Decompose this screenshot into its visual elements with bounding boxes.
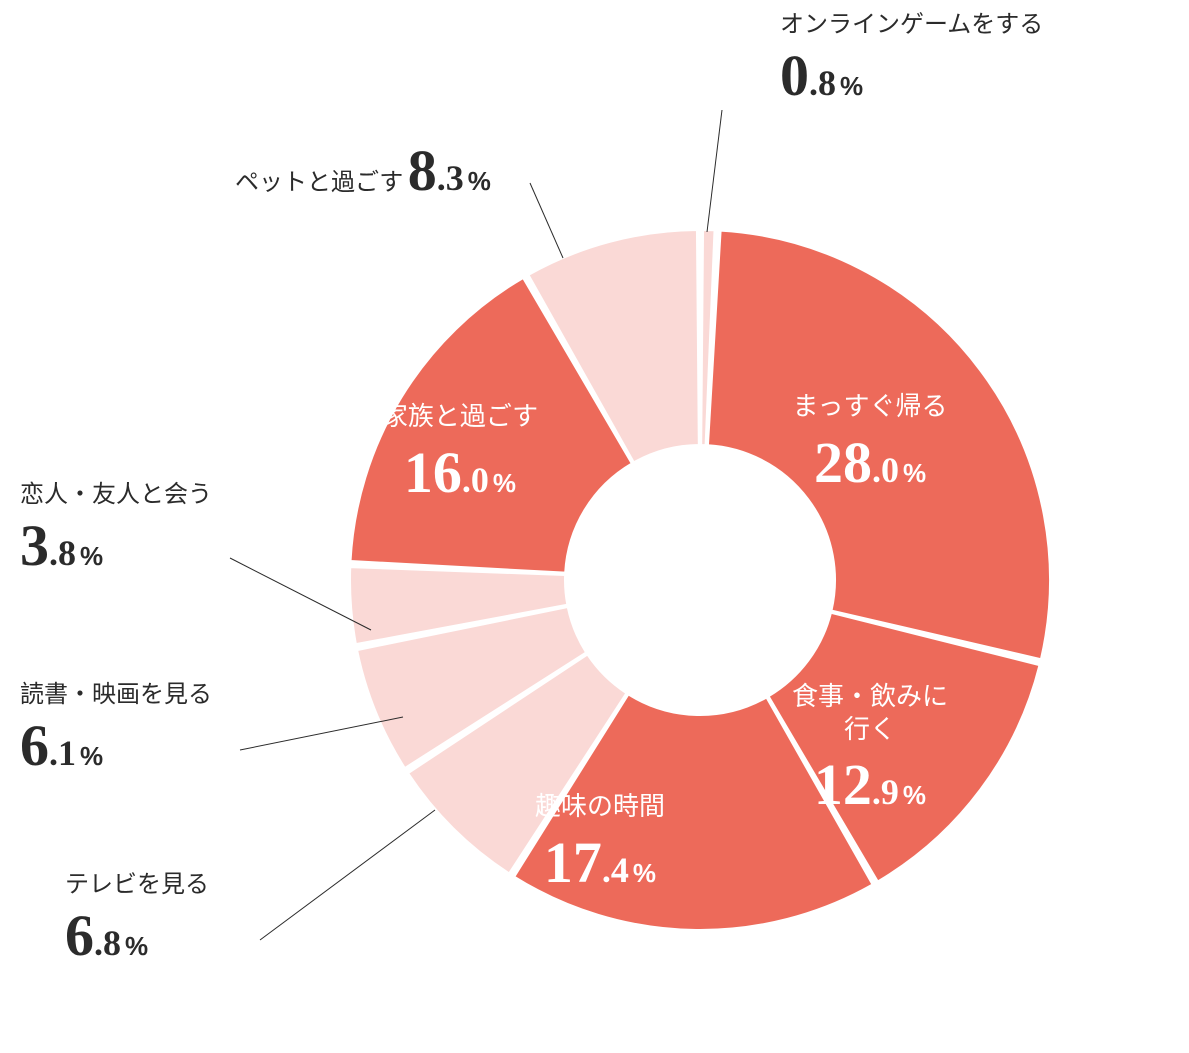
label-name-1: まっすぐ帰る [793, 390, 948, 423]
label-3: 趣味の時間 17.4% [535, 790, 665, 899]
label-pct-5: 6.1% [20, 710, 212, 783]
label-pct-3: 17.4% [544, 869, 656, 886]
label-6: 恋人・友人と会う3.8% [20, 480, 212, 583]
label-name-4: テレビを見る [65, 870, 209, 900]
label-pct-6: 3.8% [20, 510, 212, 583]
label-1: まっすぐ帰る 28.0% [793, 390, 948, 499]
label-4: テレビを見る6.8% [65, 870, 209, 973]
leader-0 [707, 110, 722, 232]
label-pct-0: 0.8% [780, 40, 1043, 113]
label-pct-1: 28.0% [814, 469, 926, 486]
leader-4 [260, 810, 435, 940]
label-name-6: 恋人・友人と会う [20, 480, 212, 510]
label-pct-7: 16.0% [404, 479, 516, 496]
label-8: ペットと過ごす 8.3% [235, 135, 491, 208]
label-pct-8: 8.3% [408, 177, 491, 194]
leader-8 [530, 183, 563, 258]
leader-5 [240, 717, 403, 750]
label-name-0: オンラインゲームをする [780, 10, 1043, 40]
label-2: 食事・飲みに行く 12.9% [792, 680, 948, 822]
donut-chart: オンラインゲームをする0.8% テレビを見る6.8% 読書・映画を見る6.1% 恋人・… [0, 0, 1189, 1053]
label-pct-2: 12.9% [814, 791, 926, 808]
label-0: オンラインゲームをする0.8% [780, 10, 1043, 113]
label-pct-4: 6.8% [65, 900, 209, 973]
label-name-3: 趣味の時間 [535, 790, 665, 823]
label-name-5: 読書・映画を見る [20, 680, 212, 710]
label-name-8: ペットと過ごす [235, 169, 403, 196]
label-5: 読書・映画を見る6.1% [20, 680, 212, 783]
label-name-7: 家族と過ごす [382, 400, 538, 433]
label-7: 家族と過ごす 16.0% [382, 400, 538, 509]
label-name-2: 食事・飲みに行く [792, 680, 948, 745]
